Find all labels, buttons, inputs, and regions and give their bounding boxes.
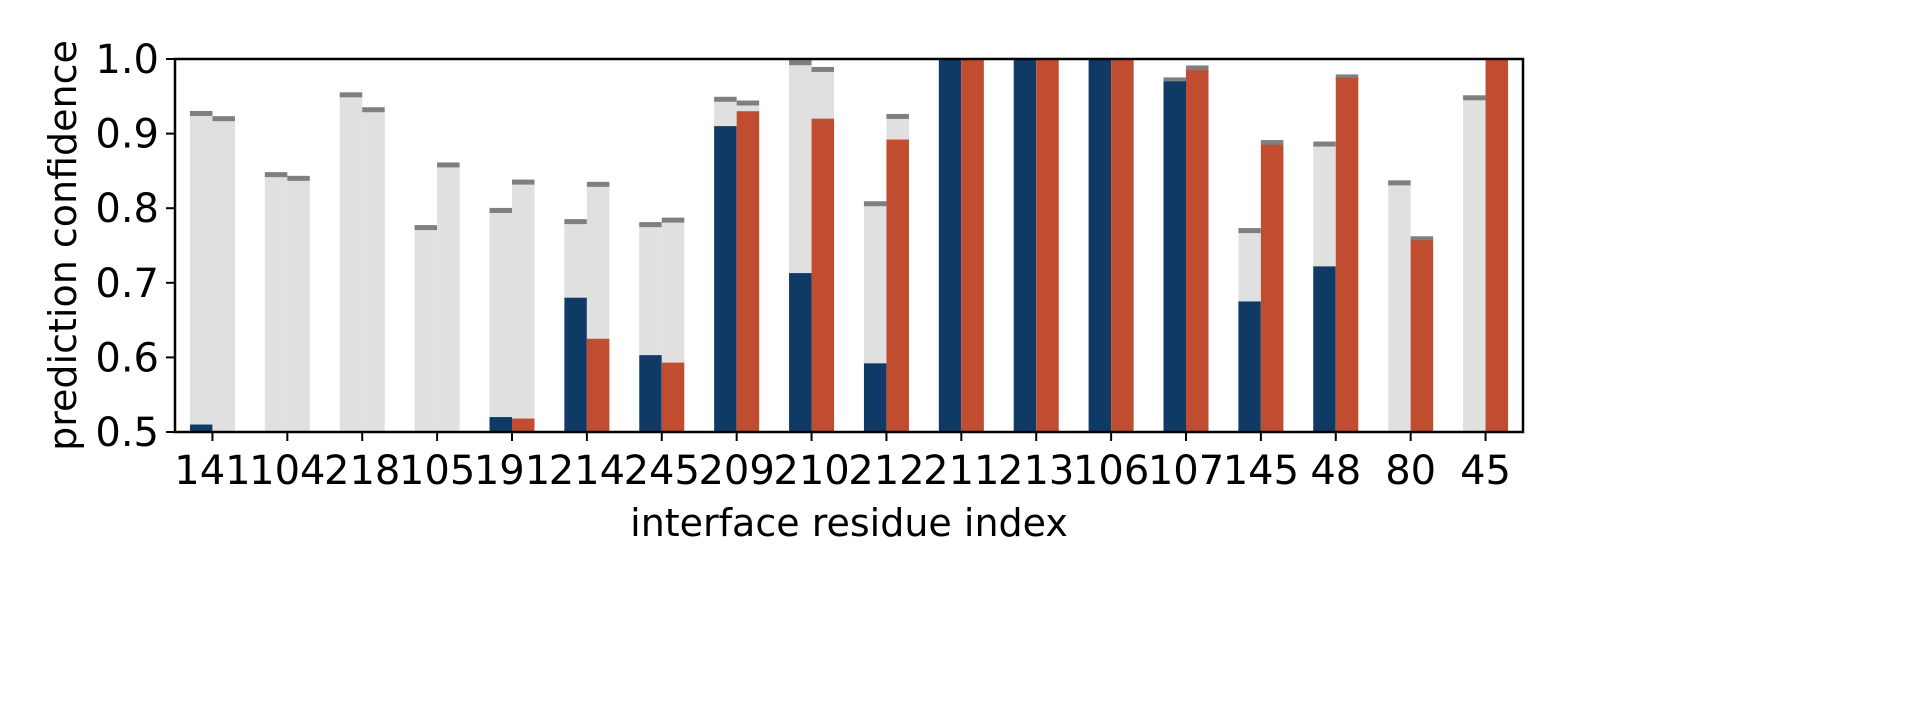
data-bar <box>863 363 887 432</box>
y-axis: 0.5 0.6 0.7 0.8 0.9 1.0 <box>95 37 175 456</box>
x-tick-label: 105 <box>399 448 475 494</box>
confidence-marker <box>287 175 310 181</box>
background-bar <box>489 210 512 432</box>
confidence-marker <box>886 113 909 119</box>
confidence-marker <box>789 60 812 66</box>
confidence-marker <box>1313 141 1336 147</box>
data-bar <box>1238 301 1261 432</box>
background-bar <box>362 109 385 432</box>
confidence-marker <box>714 96 737 102</box>
confidence-marker <box>811 66 835 72</box>
background-bar <box>264 174 288 432</box>
y-tick-label: 1.0 <box>95 37 159 83</box>
confidence-marker <box>1410 236 1434 242</box>
confidence-marker <box>1335 74 1359 80</box>
x-axis: 1411042181051912142452092102122112131061… <box>174 432 1511 494</box>
confidence-marker <box>1463 95 1486 101</box>
y-tick-label: 0.6 <box>95 335 159 381</box>
background-bar <box>1463 97 1486 433</box>
x-tick-label: 218 <box>324 448 400 494</box>
data-bar <box>1410 240 1434 432</box>
confidence-marker <box>1260 140 1284 146</box>
confidence-marker <box>264 172 288 178</box>
data-bar <box>1111 59 1134 432</box>
data-bar <box>1335 77 1359 433</box>
x-axis-label: interface residue index <box>630 501 1068 545</box>
confidence-marker <box>212 116 235 122</box>
data-bar <box>1485 59 1509 432</box>
confidence-marker <box>586 181 610 187</box>
confidence-marker <box>863 201 887 207</box>
data-bar <box>1088 59 1112 432</box>
confidence-marker <box>736 100 760 106</box>
x-tick-label: 80 <box>1385 448 1436 494</box>
data-bar <box>489 417 512 432</box>
y-tick-label: 0.9 <box>95 112 159 158</box>
x-tick-label: 212 <box>848 448 924 494</box>
x-tick-label: 107 <box>1148 448 1224 494</box>
data-bar <box>1163 81 1186 432</box>
data-bar <box>736 111 760 432</box>
data-bar <box>512 418 535 432</box>
y-axis-label: prediction confidence <box>41 40 85 451</box>
x-tick-label: 104 <box>249 448 325 494</box>
x-tick-label: 145 <box>1223 448 1299 494</box>
data-bar <box>1186 70 1209 432</box>
data-bar <box>639 355 662 432</box>
confidence-marker <box>362 107 385 113</box>
confidence-marker <box>564 219 587 225</box>
data-bar <box>564 297 587 432</box>
data-bar <box>714 126 737 432</box>
data-bar <box>1013 59 1037 432</box>
x-tick-label: 211 <box>923 448 999 494</box>
bars-layer <box>189 59 1509 433</box>
data-bar <box>886 139 909 432</box>
confidence-marker <box>437 162 460 168</box>
background-bar <box>437 164 460 432</box>
confidence-marker <box>1388 180 1411 186</box>
confidence-marker <box>189 110 213 116</box>
data-bar <box>1313 266 1336 432</box>
background-bar <box>512 182 535 432</box>
x-tick-label: 214 <box>549 448 625 494</box>
data-bar <box>961 59 984 432</box>
x-tick-label: 213 <box>998 448 1074 494</box>
background-bar <box>287 178 310 432</box>
data-bar <box>1036 59 1059 432</box>
confidence-marker <box>1238 228 1261 234</box>
background-bar <box>414 227 438 432</box>
x-tick-label: 245 <box>624 448 700 494</box>
background-bar <box>1388 182 1411 432</box>
confidence-marker <box>639 222 662 228</box>
data-bar <box>1260 144 1284 433</box>
data-bar <box>811 118 835 433</box>
x-tick-label: 191 <box>474 448 550 494</box>
confidence-marker <box>512 179 535 185</box>
y-tick-label: 0.7 <box>95 261 159 307</box>
data-bar <box>789 273 812 432</box>
confidence-marker <box>1186 65 1209 71</box>
background-bar <box>339 94 363 433</box>
confidence-marker <box>661 217 685 223</box>
data-bar <box>586 338 610 432</box>
x-tick-label: 45 <box>1460 448 1511 494</box>
confidence-marker <box>414 225 438 231</box>
x-tick-label: 48 <box>1310 448 1361 494</box>
confidence-marker <box>489 207 512 213</box>
x-tick-label: 209 <box>698 448 774 494</box>
plot-frame <box>173 57 1525 434</box>
x-tick-label: 141 <box>174 448 250 494</box>
y-tick-label: 0.8 <box>95 186 159 232</box>
confidence-marker <box>339 92 363 98</box>
background-bar <box>189 113 213 432</box>
data-bar <box>189 424 213 432</box>
confidence-marker <box>1163 77 1186 83</box>
background-bar <box>212 118 235 433</box>
x-tick-label: 106 <box>1073 448 1149 494</box>
y-tick-label: 0.5 <box>95 410 159 456</box>
data-bar <box>938 59 962 432</box>
x-tick-label: 210 <box>773 448 849 494</box>
data-bar <box>661 362 685 432</box>
